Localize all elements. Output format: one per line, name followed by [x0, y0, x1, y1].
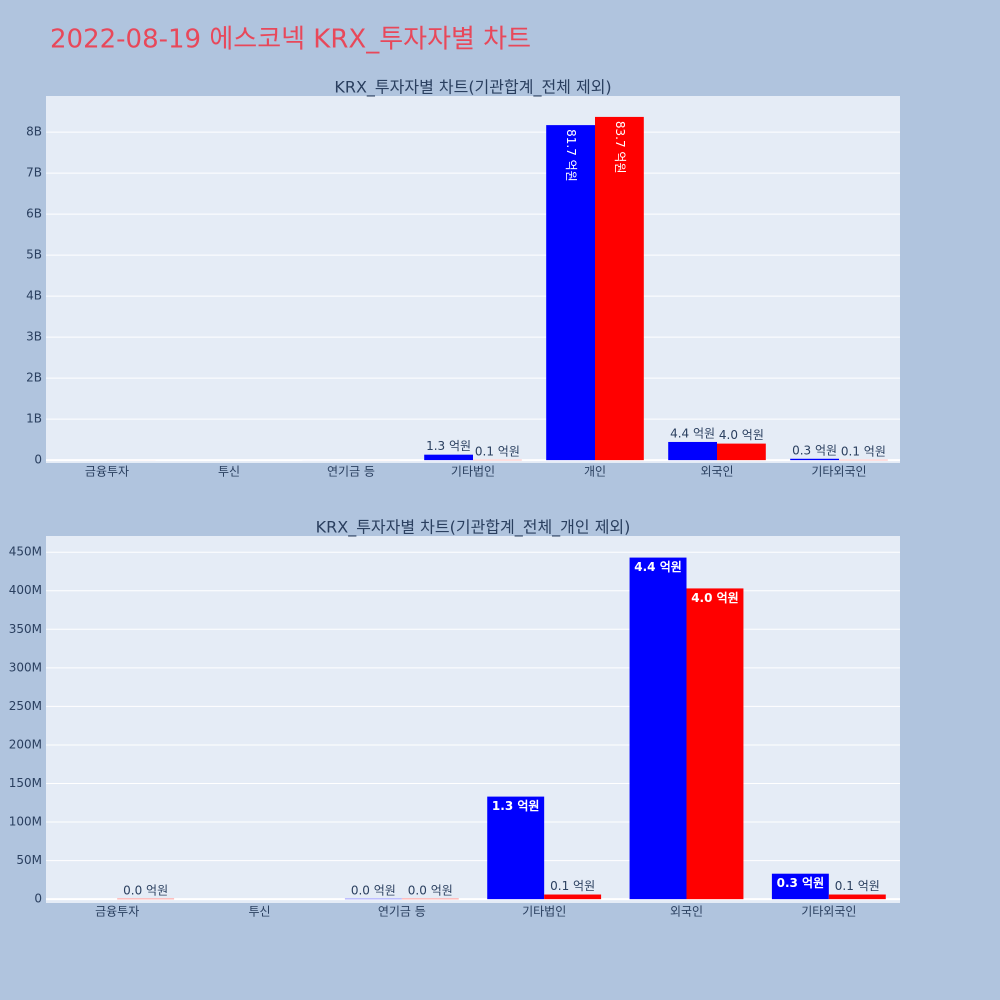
bar — [668, 441, 717, 461]
x-tick-label: 투신 — [218, 465, 240, 479]
value-label: 0.0 억원 — [123, 883, 168, 897]
value-label: 0.1 억원 — [835, 879, 880, 893]
x-tick-label: 외국인 — [700, 465, 733, 479]
value-label: 4.0 억원 — [719, 428, 764, 442]
y-tick-label: 7B — [26, 166, 42, 180]
chart-title: KRX_투자자별 차트(기관합계_전체 제외) — [334, 78, 611, 98]
value-label: 4.0 억원 — [691, 591, 739, 605]
y-tick-label: 300M — [9, 660, 42, 674]
x-tick-label: 연기금 등 — [378, 905, 426, 919]
x-tick-label: 투신 — [248, 905, 270, 919]
bar — [544, 894, 602, 900]
y-tick-label: 100M — [9, 815, 42, 829]
y-tick-label: 0 — [34, 453, 42, 467]
y-tick-label: 6B — [26, 207, 42, 221]
bar — [790, 458, 839, 461]
value-label: 0.3 억원 — [792, 443, 837, 457]
plot-area — [46, 96, 900, 463]
bar — [629, 557, 687, 900]
value-label: 4.4 억원 — [670, 426, 715, 440]
y-tick-label: 450M — [9, 545, 42, 559]
y-tick-label: 350M — [9, 622, 42, 636]
x-tick-label: 기타외국인 — [811, 465, 866, 479]
plot-area — [46, 536, 900, 903]
value-label: 83.7 억원 — [613, 121, 627, 174]
y-tick-label: 8B — [26, 125, 42, 139]
bar — [771, 873, 829, 900]
y-tick-label: 0 — [34, 892, 42, 906]
value-label: 0.1 억원 — [550, 879, 595, 893]
value-label: 1.3 억원 — [426, 439, 471, 453]
bar — [717, 443, 766, 461]
y-tick-label: 4B — [26, 289, 42, 303]
x-tick-label: 기타법인 — [451, 465, 495, 479]
y-tick-label: 200M — [9, 737, 42, 751]
value-label: 0.0 억원 — [408, 883, 453, 897]
x-tick-label: 금융투자 — [85, 465, 129, 479]
x-tick-label: 외국인 — [670, 905, 703, 919]
x-tick-label: 개인 — [584, 465, 606, 479]
value-label: 0.3 억원 — [777, 876, 825, 890]
y-tick-label: 2B — [26, 371, 42, 385]
y-tick-label: 3B — [26, 330, 42, 344]
x-tick-label: 기타법인 — [522, 905, 566, 919]
value-label: 0.0 억원 — [351, 883, 396, 897]
bar — [828, 894, 886, 900]
bar — [424, 454, 473, 461]
chart-title: KRX_투자자별 차트(기관합계_전체_개인 제외) — [316, 518, 631, 538]
value-label: 81.7 억원 — [564, 129, 578, 182]
value-label: 0.1 억원 — [841, 444, 886, 458]
y-tick-label: 250M — [9, 699, 42, 713]
x-tick-label: 연기금 등 — [327, 465, 375, 479]
y-tick-label: 5B — [26, 248, 42, 262]
y-tick-label: 50M — [16, 853, 42, 867]
value-label: 4.4 억원 — [634, 560, 682, 574]
bar — [686, 588, 744, 900]
y-tick-label: 400M — [9, 583, 42, 597]
bar — [595, 116, 644, 461]
y-tick-label: 150M — [9, 776, 42, 790]
y-tick-label: 1B — [26, 412, 42, 426]
value-label: 0.1 억원 — [475, 444, 520, 458]
value-label: 1.3 억원 — [492, 799, 540, 813]
bar — [487, 796, 545, 900]
x-tick-label: 금융투자 — [95, 905, 139, 919]
figure-title: 2022-08-19 에스코넥 KRX_투자자별 차트 — [50, 25, 531, 55]
x-tick-label: 기타외국인 — [801, 905, 856, 919]
bar — [546, 125, 595, 461]
